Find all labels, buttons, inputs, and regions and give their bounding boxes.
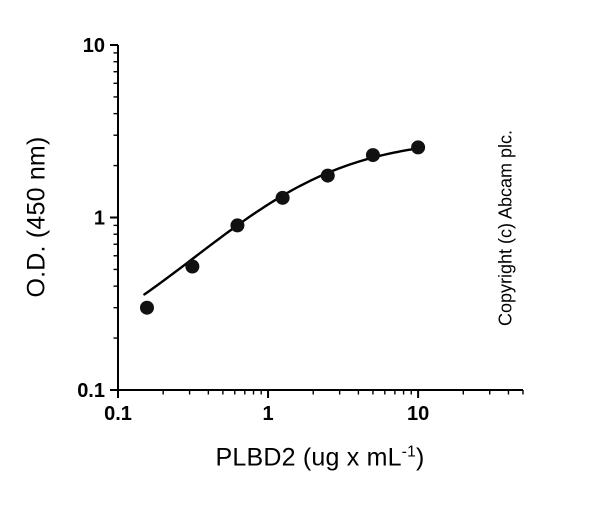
copyright-text: Copyright (c) Abcam plc.	[495, 129, 516, 327]
data-points	[139, 140, 426, 315]
x-tick-label: 1	[262, 403, 273, 425]
data-point	[230, 218, 245, 233]
data-point	[320, 168, 335, 183]
data-point	[411, 140, 426, 155]
x-axis-label-text: PLBD2 (ug x mL	[215, 443, 402, 472]
y-tick-label: 0.1	[77, 380, 105, 402]
x-tick-label: 0.1	[104, 403, 132, 425]
fit-curve	[143, 146, 424, 296]
x-axis-label: PLBD2 (ug x mL-1)	[216, 443, 425, 472]
x-axis-label-close: )	[415, 443, 425, 472]
y-tick-label: 1	[94, 208, 105, 230]
y-tick-label: 10	[83, 35, 105, 57]
data-point	[275, 190, 290, 205]
x-tick-label: 10	[407, 403, 429, 425]
data-point	[185, 259, 200, 274]
data-point	[365, 148, 380, 163]
x-axis-label-exponent: -1	[401, 443, 416, 461]
data-point	[139, 300, 154, 315]
y-axis-label: O.D. (450 nm)	[22, 136, 51, 298]
axes: 0.1 1 10 0.1 1 10	[77, 35, 524, 425]
